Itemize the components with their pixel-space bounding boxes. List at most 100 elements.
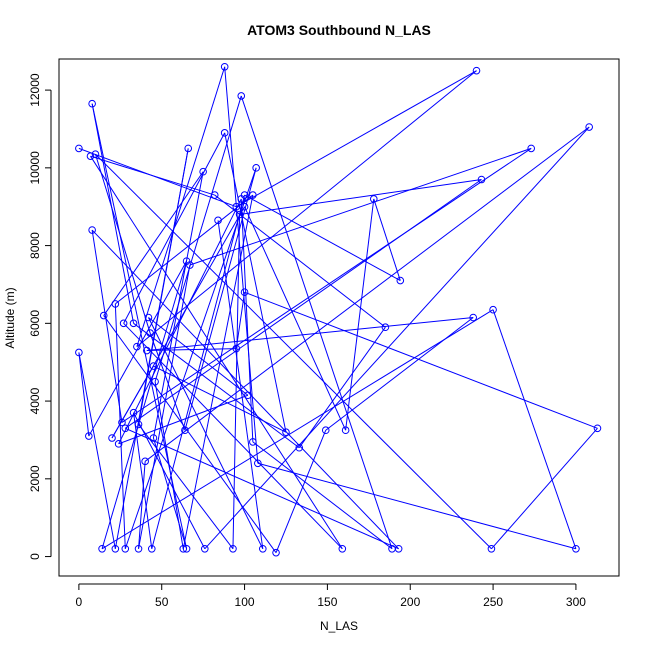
- y-tick-label: 2000: [28, 465, 42, 492]
- data-point: [214, 216, 222, 225]
- data-point: [321, 426, 330, 435]
- series-segment: [103, 315, 277, 553]
- series-segment: [189, 147, 532, 266]
- plot-frame: [58, 58, 620, 577]
- data-point: [182, 544, 191, 553]
- data-point: [272, 548, 280, 557]
- data-point: [134, 544, 143, 553]
- data-point: [469, 313, 478, 322]
- series-segment: [138, 424, 234, 550]
- data-point: [111, 300, 120, 308]
- data-point: [229, 544, 237, 553]
- data-point: [88, 99, 96, 108]
- series-segment: [91, 229, 123, 423]
- data-point: [141, 457, 149, 466]
- data-point: [472, 66, 481, 75]
- x-tick-label: 300: [566, 595, 586, 609]
- series-segment: [101, 260, 188, 549]
- series-segment: [78, 352, 90, 437]
- series-segment: [121, 147, 532, 423]
- data-point: [88, 226, 96, 234]
- data-point: [487, 544, 496, 553]
- data-point: [232, 344, 241, 353]
- data-point: [477, 175, 486, 184]
- data-point: [585, 123, 593, 131]
- data-point: [220, 62, 229, 71]
- series-segment: [345, 198, 375, 431]
- data-point: [118, 418, 126, 427]
- data-point: [146, 329, 154, 337]
- series-segment: [149, 332, 186, 431]
- y-tick-label: 0: [28, 553, 42, 560]
- y-tick-label: 12000: [28, 73, 42, 107]
- y-axis-label: Altitude (m): [3, 287, 17, 348]
- series-points: [75, 62, 602, 557]
- data-point: [86, 152, 95, 160]
- data-point: [98, 544, 106, 553]
- series-segment: [252, 441, 393, 550]
- data-point: [133, 342, 141, 351]
- series-segment: [94, 154, 151, 334]
- data-point: [181, 426, 189, 435]
- data-point: [199, 167, 207, 176]
- y-tick-label: 10000: [28, 151, 42, 185]
- data-point: [114, 440, 123, 448]
- x-tick-label: 200: [400, 595, 420, 609]
- data-point: [147, 544, 156, 553]
- data-point: [129, 408, 138, 417]
- series-segment: [244, 206, 347, 431]
- data-point: [210, 191, 219, 199]
- data-point: [200, 544, 209, 553]
- data-point: [144, 313, 153, 322]
- data-point: [108, 434, 116, 442]
- series-segment: [154, 381, 184, 549]
- x-axis: 0 50 100 150 200 250 300: [76, 583, 586, 609]
- series-segment: [124, 167, 257, 549]
- data-point: [134, 420, 143, 429]
- data-point: [149, 362, 158, 370]
- series-segment: [115, 194, 254, 305]
- data-point: [184, 144, 193, 153]
- data-point: [388, 544, 396, 553]
- data-point: [240, 202, 249, 211]
- data-point: [249, 191, 257, 199]
- y-tick-label: 8000: [28, 232, 42, 259]
- data-point: [85, 432, 93, 440]
- data-point: [75, 144, 83, 153]
- data-point: [99, 311, 108, 320]
- data-point: [338, 544, 347, 553]
- data-point: [186, 261, 194, 269]
- x-tick-label: 50: [155, 595, 169, 609]
- data-point: [341, 426, 350, 435]
- series-segment: [146, 317, 474, 352]
- series-segment: [236, 70, 477, 208]
- series-segment: [138, 264, 191, 549]
- series-segment: [136, 70, 477, 348]
- series-segment: [91, 229, 400, 550]
- series-segment: [90, 155, 215, 196]
- x-tick-label: 150: [317, 595, 337, 609]
- data-point: [179, 544, 188, 553]
- chart-title: ATOM3 Southbound N_LAS: [247, 22, 431, 38]
- data-point: [235, 210, 244, 219]
- data-point: [75, 348, 83, 357]
- series-segment: [224, 132, 287, 433]
- data-point: [91, 150, 100, 159]
- data-point: [151, 377, 159, 386]
- series-segment: [373, 198, 401, 281]
- data-point: [572, 544, 580, 553]
- data-point: [129, 319, 138, 328]
- data-point: [220, 129, 229, 137]
- data-point: [593, 424, 602, 433]
- series-segment: [244, 194, 401, 282]
- series-segment: [148, 317, 264, 550]
- x-tick-label: 250: [483, 595, 503, 609]
- series-segment: [91, 103, 135, 324]
- series-segment: [78, 352, 116, 549]
- series-segment: [204, 126, 590, 550]
- data-point: [237, 92, 246, 100]
- data-point: [282, 428, 290, 436]
- series-segment: [275, 430, 327, 553]
